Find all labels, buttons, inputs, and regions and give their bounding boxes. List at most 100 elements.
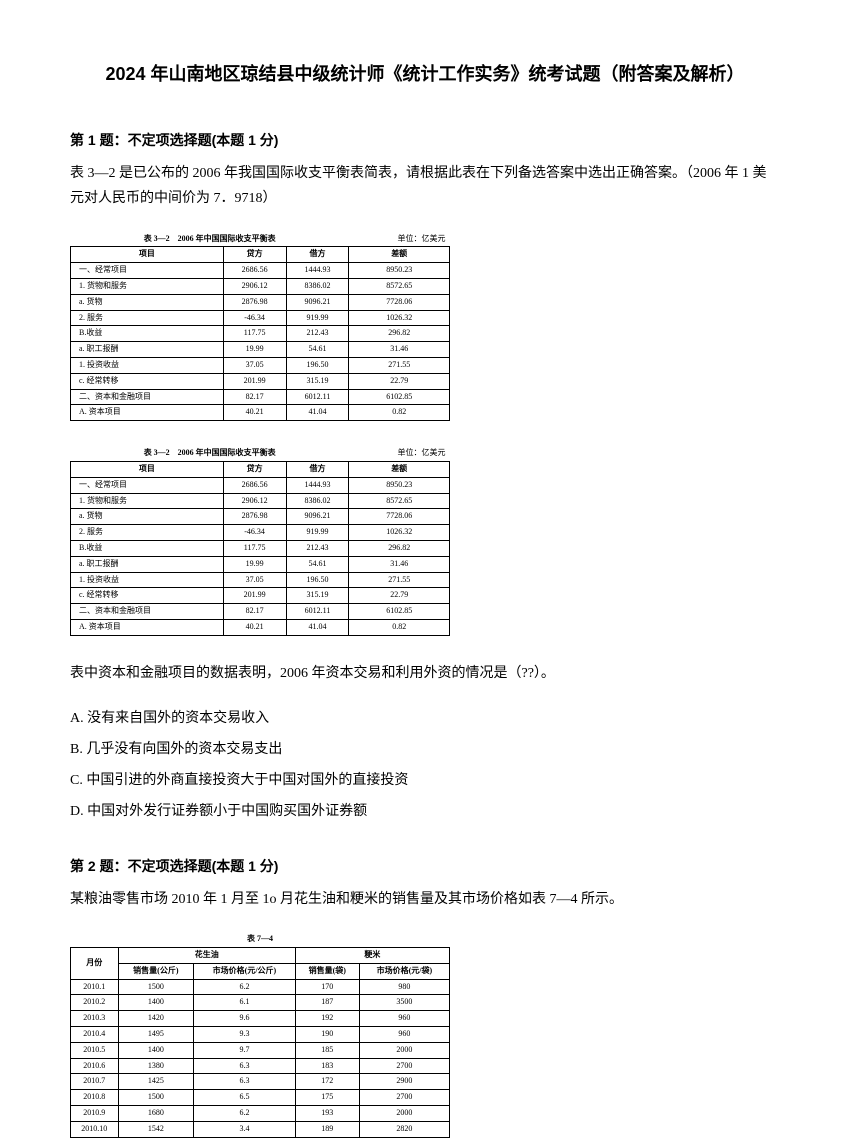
table-cell: 201.99 xyxy=(223,588,286,604)
q2-gh2: 粳米 xyxy=(295,948,449,964)
q1-text: 表 3—2 是已公布的 2006 年我国国际收支平衡表简表，请根据此表在下列备选… xyxy=(70,161,780,211)
table-cell: 170 xyxy=(295,979,359,995)
table-cell: 8386.02 xyxy=(286,493,349,509)
table-cell: 2876.98 xyxy=(223,294,286,310)
table-cell: 6.2 xyxy=(194,1105,296,1121)
q1-t1-h1: 贷方 xyxy=(223,247,286,263)
table-cell: 19.99 xyxy=(223,342,286,358)
table-cell: 22.79 xyxy=(349,373,450,389)
table-cell: 1495 xyxy=(118,1026,193,1042)
table-cell: a. 货物 xyxy=(71,509,224,525)
table-cell: 172 xyxy=(295,1074,359,1090)
table-cell: 919.99 xyxy=(286,310,349,326)
table-cell: 6.1 xyxy=(194,995,296,1011)
table-cell: 2906.12 xyxy=(223,493,286,509)
table-cell: 9.6 xyxy=(194,1011,296,1027)
table-cell: 19.99 xyxy=(223,556,286,572)
table-cell: 271.55 xyxy=(349,572,450,588)
q1-option-d: D. 中国对外发行证券额小于中国购买国外证券额 xyxy=(70,799,780,824)
table-cell: 8950.23 xyxy=(349,263,450,279)
table-cell: 2010.1 xyxy=(71,979,119,995)
table-cell: 9.7 xyxy=(194,1042,296,1058)
table-cell: c. 经常转移 xyxy=(71,373,224,389)
table-cell: 2000 xyxy=(359,1105,449,1121)
q1-table-1-unit: 单位：亿美元 xyxy=(349,232,450,247)
table-cell: 9096.21 xyxy=(286,509,349,525)
q1-table-2: 表 3—2 2006 年中国国际收支平衡表 单位：亿美元 项目 贷方 借方 差额… xyxy=(70,446,450,636)
q1-option-c: C. 中国引进的外商直接投资大于中国对国外的直接投资 xyxy=(70,768,780,793)
table-cell: 1425 xyxy=(118,1074,193,1090)
q2-table-title: 表 7—4 xyxy=(71,932,450,947)
q2-sh2: 销售量(袋) xyxy=(295,963,359,979)
table-cell: 175 xyxy=(295,1090,359,1106)
q1-t1-h3: 差额 xyxy=(349,247,450,263)
table-cell: a. 货物 xyxy=(71,294,224,310)
table-cell: a. 职工报酬 xyxy=(71,342,224,358)
table-cell: 31.46 xyxy=(349,342,450,358)
table-cell: 40.21 xyxy=(223,405,286,421)
table-cell: 189 xyxy=(295,1121,359,1137)
table-cell: 54.61 xyxy=(286,556,349,572)
table-cell: 2900 xyxy=(359,1074,449,1090)
table-cell: 2010.10 xyxy=(71,1121,119,1137)
table-cell: 919.99 xyxy=(286,525,349,541)
table-cell: A. 资本项目 xyxy=(71,619,224,635)
table-cell: 315.19 xyxy=(286,588,349,604)
table-cell: 1. 投资收益 xyxy=(71,357,224,373)
table-cell: 196.50 xyxy=(286,572,349,588)
table-cell: 1400 xyxy=(118,995,193,1011)
table-cell: 212.43 xyxy=(286,326,349,342)
q2-gh0: 月份 xyxy=(71,948,119,980)
table-cell: 2820 xyxy=(359,1121,449,1137)
table-cell: 6.2 xyxy=(194,979,296,995)
table-cell: 6.5 xyxy=(194,1090,296,1106)
table-cell: 117.75 xyxy=(223,540,286,556)
table-cell: 31.46 xyxy=(349,556,450,572)
table-cell: 2010.7 xyxy=(71,1074,119,1090)
table-cell: 1. 货物和服务 xyxy=(71,278,224,294)
table-cell: 1026.32 xyxy=(349,525,450,541)
table-cell: 3500 xyxy=(359,995,449,1011)
table-cell: c. 经常转移 xyxy=(71,588,224,604)
table-cell: 1026.32 xyxy=(349,310,450,326)
table-cell: 2906.12 xyxy=(223,278,286,294)
table-cell: 315.19 xyxy=(286,373,349,389)
table-cell: 7728.06 xyxy=(349,509,450,525)
table-cell: 192 xyxy=(295,1011,359,1027)
table-cell: 1500 xyxy=(118,979,193,995)
q1-t2-h2: 借方 xyxy=(286,461,349,477)
table-cell: 193 xyxy=(295,1105,359,1121)
table-cell: 296.82 xyxy=(349,540,450,556)
table-cell: 1680 xyxy=(118,1105,193,1121)
table-cell: 187 xyxy=(295,995,359,1011)
q2-header: 第 2 题：不定项选择题(本题 1 分) xyxy=(70,855,780,877)
table-cell: 6102.85 xyxy=(349,389,450,405)
table-cell: 1380 xyxy=(118,1058,193,1074)
table-cell: 6.3 xyxy=(194,1074,296,1090)
table-cell: 54.61 xyxy=(286,342,349,358)
table-cell: 2010.3 xyxy=(71,1011,119,1027)
table-cell: 6012.11 xyxy=(286,389,349,405)
table-cell: 960 xyxy=(359,1011,449,1027)
q1-header: 第 1 题：不定项选择题(本题 1 分) xyxy=(70,129,780,151)
table-cell: 8950.23 xyxy=(349,477,450,493)
table-cell: 960 xyxy=(359,1026,449,1042)
table-cell: 3.4 xyxy=(194,1121,296,1137)
q1-table-2-wrapper: 表 3—2 2006 年中国国际收支平衡表 单位：亿美元 项目 贷方 借方 差额… xyxy=(70,446,780,636)
table-cell: 271.55 xyxy=(349,357,450,373)
q1-table-1: 表 3—2 2006 年中国国际收支平衡表 单位：亿美元 项目 贷方 借方 差额… xyxy=(70,232,450,422)
table-cell: 一、经常项目 xyxy=(71,477,224,493)
table-cell: A. 资本项目 xyxy=(71,405,224,421)
q2-gh1: 花生油 xyxy=(118,948,295,964)
table-cell: 8386.02 xyxy=(286,278,349,294)
table-cell: 1500 xyxy=(118,1090,193,1106)
q1-table-1-wrapper: 表 3—2 2006 年中国国际收支平衡表 单位：亿美元 项目 贷方 借方 差额… xyxy=(70,232,780,422)
table-cell: 212.43 xyxy=(286,540,349,556)
table-cell: 7728.06 xyxy=(349,294,450,310)
q2-sh3: 市场价格(元/袋) xyxy=(359,963,449,979)
q1-table-2-unit: 单位：亿美元 xyxy=(349,446,450,461)
q2-text: 某粮油零售市场 2010 年 1 月至 1o 月花生油和粳米的销售量及其市场价格… xyxy=(70,887,780,912)
table-cell: 0.82 xyxy=(349,405,450,421)
table-cell: 37.05 xyxy=(223,357,286,373)
q2-table-wrapper: 表 7—4 月份 花生油 粳米 销售量(公斤) 市场价格(元/公斤) 销售量(袋… xyxy=(70,932,780,1137)
